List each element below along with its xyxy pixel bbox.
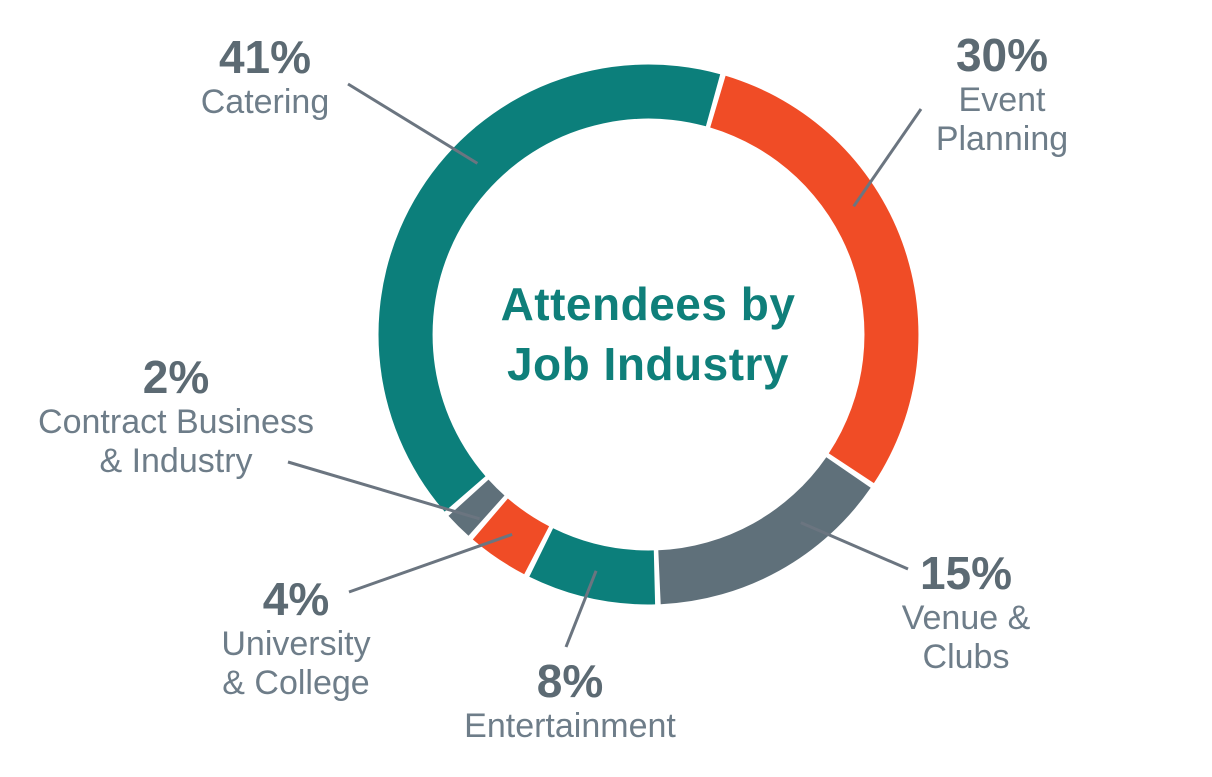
label-entertainment-value: 8% xyxy=(536,655,604,707)
label-university-college-name: University & College xyxy=(221,625,370,703)
label-event-planning-name: Event Planning xyxy=(936,81,1068,159)
leader-university-college xyxy=(348,532,513,594)
label-venue-clubs-name-line-1: Venue & xyxy=(901,598,1031,637)
label-venue-clubs-value: 15% xyxy=(919,547,1013,599)
leader-entertainment xyxy=(564,570,598,648)
chart-title-line-1: Attendees by xyxy=(500,278,796,331)
label-event-planning: 30% Event Planning xyxy=(936,30,1068,159)
label-contract-business-industry-name: Contract Business & Industry xyxy=(38,403,314,481)
label-entertainment: 8% Entertainment xyxy=(464,656,676,746)
label-venue-clubs-name-line-2: Clubs xyxy=(922,637,1010,676)
label-entertainment-name: Entertainment xyxy=(464,707,676,746)
segment-event-planning xyxy=(710,75,919,484)
label-event-planning-name-line-1: Event xyxy=(958,80,1046,119)
label-venue-clubs: 15% Venue & Clubs xyxy=(902,548,1031,677)
label-catering-value: 41% xyxy=(218,31,312,83)
label-contract-business-industry-name-line-1: Contract Business xyxy=(38,402,314,441)
leader-catering xyxy=(347,82,479,165)
segment-venue-clubs xyxy=(658,457,871,605)
leader-venue-clubs xyxy=(800,521,909,571)
label-contract-business-industry-name-line-2: & Industry xyxy=(99,441,253,480)
leader-event-planning xyxy=(852,108,923,208)
leader-contract-business-industry xyxy=(287,460,481,521)
segment-entertainment xyxy=(529,528,656,605)
leader-lines xyxy=(287,82,923,648)
donut-segments xyxy=(378,64,919,605)
label-university-college: 4% University & College xyxy=(221,574,370,703)
segment-contract-business-industry xyxy=(448,479,505,536)
segment-catering xyxy=(378,64,721,512)
chart-title-line-2: Job Industry xyxy=(506,338,790,390)
chart-title: Attendees by Job Industry xyxy=(501,275,796,395)
label-catering-name-line-1: Catering xyxy=(200,82,330,121)
label-university-college-value: 4% xyxy=(262,573,330,625)
label-university-college-name-line-2: & College xyxy=(222,663,370,702)
label-contract-business-industry-value: 2% xyxy=(142,351,210,403)
label-contract-business-industry: 2% Contract Business & Industry xyxy=(38,352,314,481)
label-event-planning-value: 30% xyxy=(955,29,1049,81)
label-event-planning-name-line-2: Planning xyxy=(935,119,1069,158)
label-catering: 41% Catering xyxy=(201,32,330,122)
label-catering-name: Catering xyxy=(201,83,330,122)
label-venue-clubs-name: Venue & Clubs xyxy=(902,599,1031,677)
label-university-college-name-line-1: University xyxy=(221,624,371,663)
label-entertainment-name-line-1: Entertainment xyxy=(464,706,676,745)
